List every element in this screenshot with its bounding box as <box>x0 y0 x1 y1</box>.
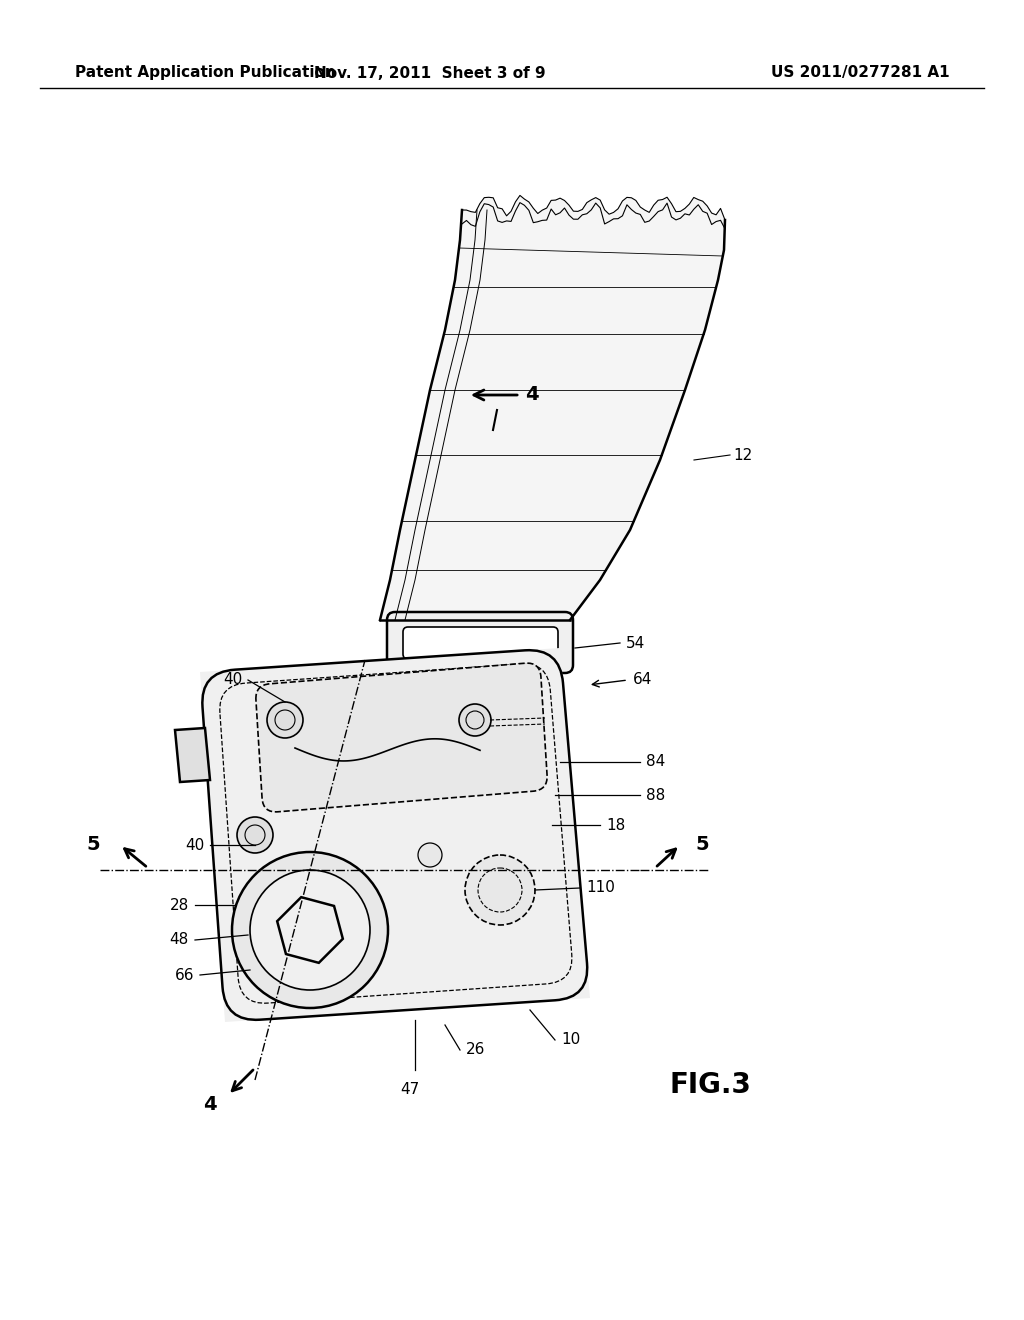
Text: 28: 28 <box>170 898 189 912</box>
Text: 110: 110 <box>586 880 614 895</box>
Text: 5: 5 <box>695 836 709 854</box>
FancyBboxPatch shape <box>387 612 573 673</box>
FancyBboxPatch shape <box>403 627 558 659</box>
Text: 5: 5 <box>86 836 100 854</box>
Circle shape <box>237 817 273 853</box>
Text: Nov. 17, 2011  Sheet 3 of 9: Nov. 17, 2011 Sheet 3 of 9 <box>314 66 546 81</box>
Text: Patent Application Publication: Patent Application Publication <box>75 66 336 81</box>
Polygon shape <box>200 648 590 1022</box>
Text: US 2011/0277281 A1: US 2011/0277281 A1 <box>771 66 950 81</box>
Text: 10: 10 <box>561 1032 581 1048</box>
Circle shape <box>250 870 370 990</box>
Text: 47: 47 <box>400 1082 420 1097</box>
Text: 88: 88 <box>646 788 666 803</box>
Text: 54: 54 <box>626 635 645 651</box>
Text: 64: 64 <box>633 672 652 686</box>
Text: FIG.3: FIG.3 <box>670 1071 752 1100</box>
Polygon shape <box>380 195 725 620</box>
Polygon shape <box>175 729 210 781</box>
Text: 4: 4 <box>203 1096 217 1114</box>
Text: 40: 40 <box>184 837 204 853</box>
Text: 84: 84 <box>646 755 666 770</box>
Text: 48: 48 <box>170 932 189 948</box>
Text: 4: 4 <box>525 385 539 404</box>
PathPatch shape <box>256 663 547 812</box>
Circle shape <box>232 851 388 1008</box>
Text: 26: 26 <box>466 1043 485 1057</box>
Text: 18: 18 <box>606 817 626 833</box>
Circle shape <box>418 843 442 867</box>
Circle shape <box>459 704 490 737</box>
Circle shape <box>465 855 535 925</box>
Circle shape <box>267 702 303 738</box>
Text: 12: 12 <box>733 447 753 462</box>
Text: 66: 66 <box>174 968 194 982</box>
Text: 40: 40 <box>223 672 242 688</box>
